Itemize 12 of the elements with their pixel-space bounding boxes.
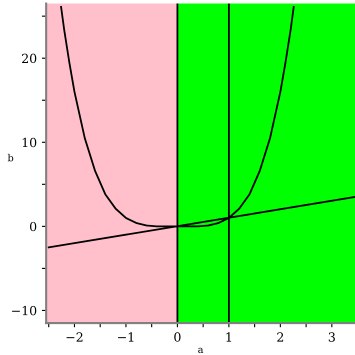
x-tick-label: −2 [66, 332, 82, 342]
y-axis-title: b [8, 154, 14, 162]
x-tick-label: 1 [226, 332, 232, 342]
y-tick-label: −10 [12, 306, 36, 316]
x-tick-label: 3 [328, 332, 335, 342]
x-tick-label: 2 [277, 332, 284, 342]
y-tick-label: 0 [30, 222, 36, 232]
x-tick-label: −1 [118, 332, 134, 342]
x-tick-label: 0 [174, 332, 181, 342]
y-tick-label: 10 [22, 138, 36, 148]
x-axis-title: a [198, 348, 204, 354]
y-tick-label: 20 [22, 54, 36, 64]
